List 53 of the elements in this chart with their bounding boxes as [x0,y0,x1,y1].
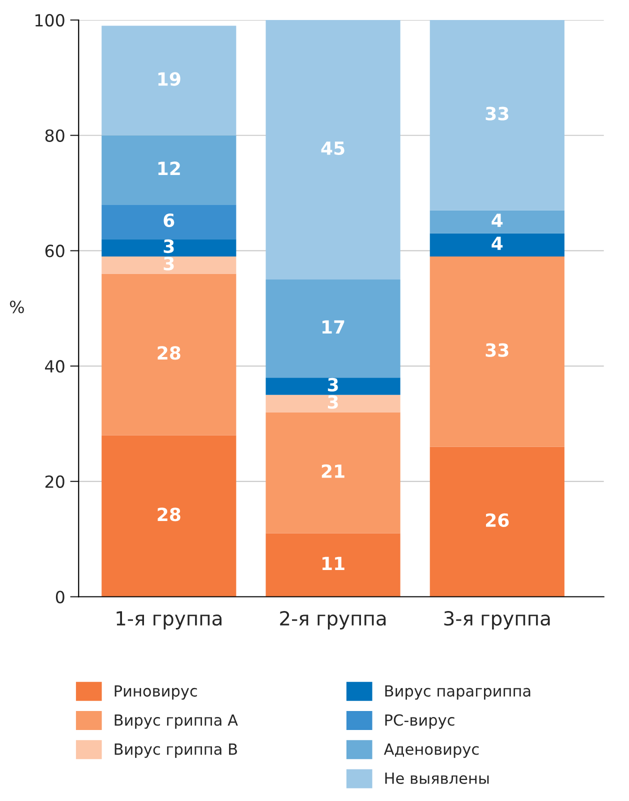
data-label: 11 [322,556,344,570]
x-tick-label: 3-я группа [444,610,550,630]
bar [102,435,236,597]
data-label: 45 [321,142,344,156]
data-label: 12 [158,162,180,175]
data-label: 6 [164,213,174,228]
x-tick-label: 2-я группа [280,610,386,630]
bar [430,256,564,447]
legend-label: РС-вирус [385,714,454,729]
y-tick-label: 80 [45,129,64,142]
data-label: 33 [486,343,508,357]
data-label: 3 [164,239,174,254]
bar [102,274,236,436]
data-label: 4 [492,214,503,227]
bar [430,20,564,210]
legend-label: Вирус парагриппа [385,685,530,700]
data-label: 3 [328,395,338,409]
data-label: 3 [164,256,174,270]
data-label: 28 [158,508,180,522]
data-label: 26 [486,513,509,528]
data-label: 3 [328,378,338,392]
bar [102,256,236,274]
bar [266,280,400,378]
data-label: 33 [486,106,508,120]
bar [102,204,236,240]
bar [102,239,236,256]
data-label: 19 [158,72,180,86]
bar [266,412,400,534]
y-axis-title: % [10,300,24,314]
bar [266,394,400,412]
bar [266,378,400,395]
y-tick-label: 60 [45,244,64,258]
bar [430,233,564,256]
y-tick-label: 0 [56,590,64,604]
bar [102,26,236,136]
x-tick-label: 1-я группа [116,611,222,630]
y-tick-label: 100 [35,14,64,27]
data-label: 21 [322,464,344,478]
bar [266,533,400,597]
legend-label: Вирус гриппа А [114,714,238,729]
legend-label: Риновирус [114,685,197,700]
data-label: 17 [322,320,344,334]
legend-label: Аденовирус [384,744,479,758]
bar [266,20,400,280]
y-tick-label: 40 [45,360,64,373]
bar [102,135,236,205]
data-label: 4 [492,236,503,250]
bar [430,446,564,597]
bar [430,210,564,234]
data-label: 28 [158,346,180,360]
legend-label: Не выявлены [385,772,489,784]
legend-label: Вирус гриппа В [114,744,237,758]
y-tick-label: 20 [45,475,64,488]
